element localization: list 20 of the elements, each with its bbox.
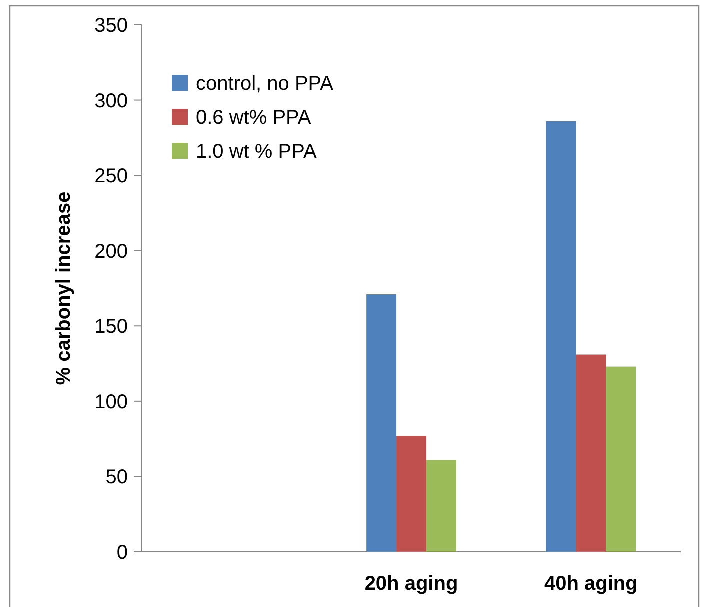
y-tick-label: 200 — [94, 240, 128, 263]
bar — [576, 354, 606, 552]
y-tick-label: 300 — [94, 90, 128, 112]
x-tick-label: 40h aging — [544, 573, 638, 595]
y-tick-label: 350 — [94, 15, 128, 37]
legend-label: 1.0 wt % PPA — [196, 141, 318, 163]
legend-label: control, no PPA — [196, 73, 334, 95]
y-tick-label: 150 — [94, 316, 128, 338]
x-tick-label: 20h aging — [364, 573, 458, 595]
bar — [546, 121, 576, 552]
y-axis-title: % carbonyl increase — [53, 192, 75, 386]
y-tick-label: 250 — [94, 166, 128, 188]
y-tick-label: 100 — [94, 391, 128, 414]
y-tick-label: 0 — [116, 542, 128, 564]
bar — [426, 460, 456, 552]
legend-label: 0.6 wt% PPA — [196, 107, 312, 129]
bar — [396, 436, 426, 552]
bar — [606, 366, 636, 552]
y-tick-label: 50 — [106, 466, 128, 489]
bar — [366, 294, 397, 552]
